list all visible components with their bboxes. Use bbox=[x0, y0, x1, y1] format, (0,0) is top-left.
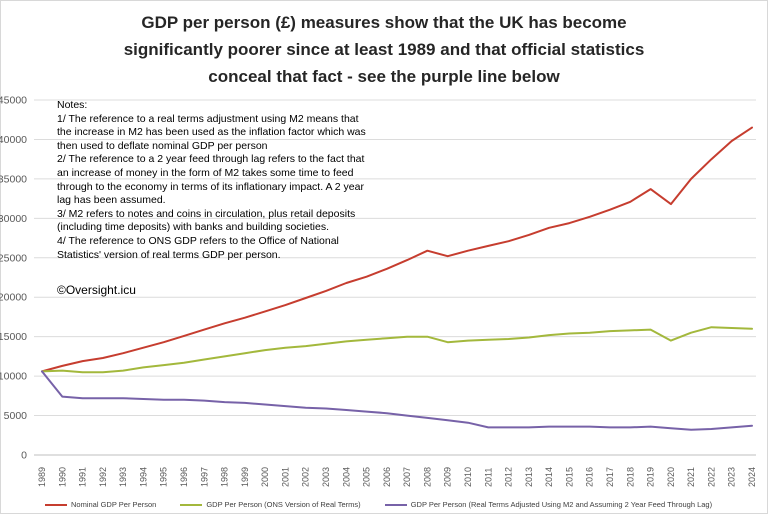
x-axis-tick-label: 2009 bbox=[443, 467, 453, 487]
y-axis-tick-label: 40000 bbox=[0, 134, 27, 146]
x-axis-tick-label: 2008 bbox=[422, 467, 432, 487]
y-axis-tick-label: 20000 bbox=[0, 292, 27, 304]
chart-title: GDP per person (£) measures show that th… bbox=[123, 13, 645, 86]
x-axis-tick-label: 2019 bbox=[646, 467, 656, 487]
y-axis-tick-label: 25000 bbox=[0, 252, 27, 264]
x-axis-tick-label: 1992 bbox=[98, 467, 108, 487]
legend-line-swatch-purple bbox=[384, 503, 407, 506]
x-axis-tick-label: 2004 bbox=[341, 467, 351, 487]
x-axis-tick-label: 1999 bbox=[240, 467, 250, 487]
x-axis-tick-label: 2014 bbox=[544, 467, 554, 487]
x-axis-tick-label: 1993 bbox=[118, 467, 128, 487]
x-axis-tick-label: 2013 bbox=[524, 467, 534, 487]
x-axis-tick-label: 1997 bbox=[199, 467, 209, 487]
x-axis-tick-label: 2018 bbox=[625, 467, 635, 487]
y-axis-tick-label: 10000 bbox=[0, 371, 27, 383]
x-axis-tick-label: 1994 bbox=[138, 467, 148, 487]
legend-item-m2-adjusted: GDP Per Person (Real Terms Adjusted Usin… bbox=[384, 500, 713, 509]
x-axis-tick-label: 2020 bbox=[666, 467, 676, 487]
x-axis-tick-label: 2012 bbox=[504, 467, 514, 487]
x-axis-tick-label: 2000 bbox=[260, 467, 270, 487]
series-line bbox=[41, 326, 753, 374]
x-axis-tick-label: 2022 bbox=[706, 467, 716, 487]
x-axis-tick-label: 2003 bbox=[321, 467, 331, 487]
x-axis-tick-label: 1996 bbox=[179, 467, 189, 487]
x-axis-tick-label: 1991 bbox=[78, 467, 88, 487]
legend-label: GDP Per Person (Real Terms Adjusted Usin… bbox=[410, 500, 713, 509]
y-axis-tick-label: 15000 bbox=[0, 331, 27, 343]
x-axis-tick-label: 2010 bbox=[463, 467, 473, 487]
y-axis-tick-label: 45000 bbox=[0, 95, 27, 107]
x-axis-tick-label: 2021 bbox=[686, 467, 696, 487]
x-axis-tick-label: 1995 bbox=[159, 467, 169, 487]
x-axis-tick-label: 2024 bbox=[747, 467, 757, 487]
x-axis-tick-label: 1998 bbox=[220, 467, 230, 487]
x-axis-tick-label: 2006 bbox=[382, 467, 392, 487]
x-axis-tick-label: 1989 bbox=[37, 467, 47, 487]
y-axis-tick-label: 0 bbox=[21, 450, 27, 462]
legend: Nominal GDP Per Person GDP Per Person (O… bbox=[45, 500, 760, 509]
legend-label: Nominal GDP Per Person bbox=[71, 500, 157, 509]
series-line bbox=[41, 126, 753, 373]
legend-item-ons-real: GDP Per Person (ONS Version of Real Term… bbox=[180, 500, 361, 509]
y-axis-tick-label: 5000 bbox=[4, 410, 28, 422]
legend-item-nominal: Nominal GDP Per Person bbox=[45, 500, 156, 509]
x-axis-tick-label: 2007 bbox=[402, 467, 412, 487]
copyright-credit: ©Oversight.icu bbox=[57, 283, 136, 297]
x-axis-tick-label: 1990 bbox=[57, 467, 67, 487]
x-axis-tick-label: 2015 bbox=[564, 467, 574, 487]
x-axis-tick-label: 2016 bbox=[585, 467, 595, 487]
x-axis-tick-label: 2011 bbox=[483, 468, 493, 487]
y-axis-tick-label: 35000 bbox=[0, 173, 27, 185]
x-axis-tick-label: 2023 bbox=[727, 467, 737, 487]
x-axis-tick-label: 2001 bbox=[280, 467, 290, 487]
legend-label: GDP Per Person (ONS Version of Real Term… bbox=[206, 500, 361, 509]
legend-line-swatch-green bbox=[180, 503, 203, 506]
notes-annotation: Notes: 1/ The reference to a real terms … bbox=[57, 99, 366, 261]
x-axis-tick-label: 2002 bbox=[301, 467, 311, 487]
series-line bbox=[41, 370, 753, 431]
x-axis-tick-label: 2017 bbox=[605, 467, 615, 487]
x-axis-tick-label: 2005 bbox=[362, 467, 372, 487]
y-axis-tick-label: 30000 bbox=[0, 213, 27, 225]
legend-line-swatch-red bbox=[45, 503, 67, 506]
